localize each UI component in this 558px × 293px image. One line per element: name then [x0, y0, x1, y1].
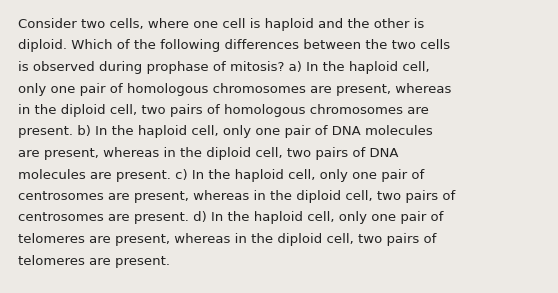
Text: only one pair of homologous chromosomes are present, whereas: only one pair of homologous chromosomes … [18, 83, 451, 96]
Text: is observed during prophase of mitosis? a) In the haploid cell,: is observed during prophase of mitosis? … [18, 61, 430, 74]
Text: telomeres are present, whereas in the diploid cell, two pairs of: telomeres are present, whereas in the di… [18, 233, 436, 246]
Text: centrosomes are present, whereas in the diploid cell, two pairs of: centrosomes are present, whereas in the … [18, 190, 455, 203]
Text: Consider two cells, where one cell is haploid and the other is: Consider two cells, where one cell is ha… [18, 18, 424, 31]
Text: telomeres are present.: telomeres are present. [18, 255, 170, 268]
Text: in the diploid cell, two pairs of homologous chromosomes are: in the diploid cell, two pairs of homolo… [18, 104, 429, 117]
Text: are present, whereas in the diploid cell, two pairs of DNA: are present, whereas in the diploid cell… [18, 147, 398, 160]
Text: molecules are present. c) In the haploid cell, only one pair of: molecules are present. c) In the haploid… [18, 168, 424, 181]
Text: centrosomes are present. d) In the haploid cell, only one pair of: centrosomes are present. d) In the haplo… [18, 212, 444, 224]
Text: diploid. Which of the following differences between the two cells: diploid. Which of the following differen… [18, 40, 450, 52]
Text: present. b) In the haploid cell, only one pair of DNA molecules: present. b) In the haploid cell, only on… [18, 125, 433, 139]
